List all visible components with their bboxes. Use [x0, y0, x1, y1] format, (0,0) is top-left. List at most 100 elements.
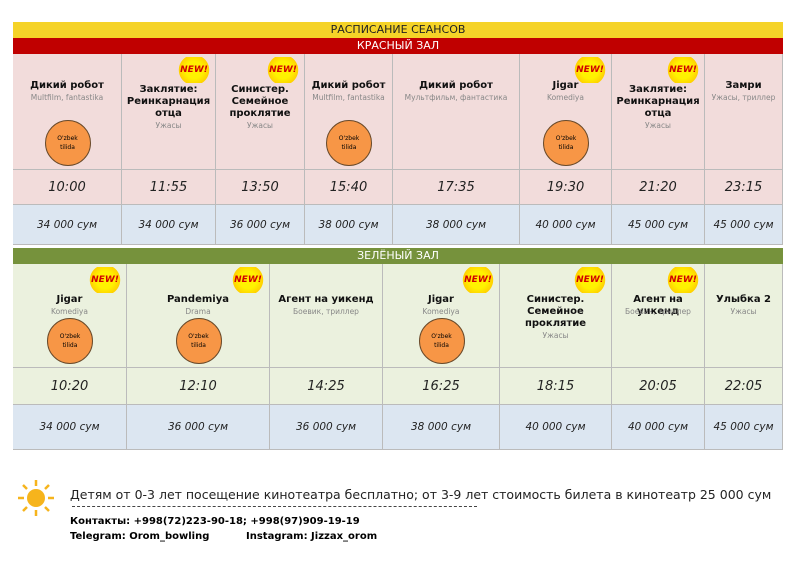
movie-title: Jigar [56, 294, 83, 305]
movie-genre: Komediya [547, 93, 584, 102]
movie-title: Дикий робот [311, 80, 386, 91]
movie-cell: Дикий робот Multfilm, fantastika O'zbek ti… [305, 54, 393, 170]
movie-genre: Боевик, триллер [293, 307, 359, 316]
movie-cell: Синистер. Семейное проклятие Ужасы NEW! [216, 54, 305, 170]
instagram: Instagram: Jizzax_orom [246, 531, 378, 542]
movie-title: Дикий робот [419, 80, 493, 91]
ticket-price: 40 000 сум [520, 205, 612, 245]
ticket-price: 36 000 сум [216, 205, 305, 245]
language-badge: O'zbek tilida [326, 120, 372, 166]
ticket-price: 45 000 сум [705, 205, 783, 245]
session-time: 12:10 [127, 368, 270, 405]
movie-title: Замри [725, 80, 762, 91]
movie-title: Jigar [552, 80, 579, 91]
movie-cell: Pandemiya Drama NEW! O'zbek tilida [127, 264, 270, 368]
ticket-price: 40 000 сум [612, 405, 705, 450]
movie-title: Синистер. Семейное проклятие [524, 294, 587, 329]
session-time: 10:00 [13, 170, 122, 205]
ticket-price: 38 000 сум [383, 405, 500, 450]
session-time: 23:15 [705, 170, 783, 205]
divider [72, 506, 477, 507]
session-time: 19:30 [520, 170, 612, 205]
new-badge: NEW! [177, 57, 211, 83]
session-time: 11:55 [122, 170, 216, 205]
ticket-price: 34 000 сум [13, 405, 127, 450]
language-badge: O'zbek tilida [44, 120, 91, 166]
language-badge: O'zbek tilida [175, 318, 222, 364]
new-badge: NEW! [573, 57, 607, 83]
ticket-price: 34 000 сум [122, 205, 216, 245]
ticket-price: 38 000 сум [393, 205, 520, 245]
hall-header: ЗЕЛЁНЫЙ ЗАЛ [13, 248, 783, 264]
movie-genre: Боевик, триллер [625, 307, 691, 316]
movie-genre: Ужасы [247, 121, 273, 130]
new-badge: NEW! [573, 267, 607, 293]
session-time: 22:05 [705, 368, 783, 405]
hall-header: КРАСНЫЙ ЗАЛ [13, 38, 783, 54]
language-badge: O'zbek tilida [47, 318, 93, 364]
ticket-price: 45 000 сум [612, 205, 705, 245]
movie-genre: Ужасы [645, 121, 671, 130]
movie-genre: Ужасы [155, 121, 182, 130]
language-badge: O'zbek tilida [418, 318, 465, 364]
new-badge: NEW! [666, 57, 700, 83]
contacts: Контакты: +998(72)223-90-18; +998(97)909… [70, 516, 360, 527]
session-time: 18:15 [500, 368, 612, 405]
movie-cell: Агент на уикенд Боевик, триллер NEW! [612, 264, 705, 368]
movie-cell: Заклятие: Реинкарнация отца Ужасы NEW! [612, 54, 705, 170]
session-time: 13:50 [216, 170, 305, 205]
ticket-price: 36 000 сум [127, 405, 270, 450]
movie-genre: Ужасы, триллер [711, 93, 776, 102]
ticket-price: 38 000 сум [305, 205, 393, 245]
movie-title: Pandemiya [167, 294, 229, 305]
new-badge: NEW! [88, 267, 122, 293]
session-time: 10:20 [13, 368, 127, 405]
movie-cell: Замри Ужасы, триллер [705, 54, 783, 170]
session-time: 21:20 [612, 170, 705, 205]
movie-title: Синистер. Семейное проклятие [229, 84, 291, 119]
new-badge: NEW! [666, 267, 700, 293]
movie-genre: Ужасы [730, 307, 757, 316]
movie-title: Дикий робот [30, 80, 104, 91]
ticket-price: 34 000 сум [13, 205, 122, 245]
new-badge: NEW! [266, 57, 300, 83]
movie-genre: Drama [185, 307, 211, 316]
movie-genre: Multfilm, fantastika [312, 93, 385, 102]
ticket-price: 36 000 сум [270, 405, 383, 450]
movie-cell: Jigar Komediya NEW! O'zbek tilida [13, 264, 127, 368]
schedule-title: РАСПИСАНИЕ СЕАНСОВ [13, 22, 783, 38]
movie-genre: Komediya [51, 307, 88, 316]
movie-title: Заклятие: Реинкарнация отца [126, 84, 211, 119]
movie-title: Агент на уикенд [633, 294, 683, 317]
movie-cell: Заклятие: Реинкарнация отца Ужасы NEW! [122, 54, 216, 170]
movie-genre: Мультфильм, фантастика [404, 93, 508, 102]
footer-note: Детям от 0-3 лет посещение кинотеатра бе… [70, 487, 772, 502]
movie-cell: Дикий робот Multfilm, fantastika O'zbek ti… [13, 54, 122, 170]
telegram: Telegram: Orom_bowling [70, 531, 210, 542]
new-badge: NEW! [461, 267, 495, 293]
movie-title: Улыбка 2 [715, 294, 772, 305]
sun-icon [18, 480, 54, 516]
movie-cell: Синистер. Семейное проклятие Ужасы NEW! [500, 264, 612, 368]
language-badge: O'zbek tilida [543, 120, 589, 166]
session-time: 14:25 [270, 368, 383, 405]
movie-cell: Дикий робот Мультфильм, фантастика [393, 54, 520, 170]
movie-genre: Ужасы [542, 331, 569, 340]
movie-cell: Jigar Komediya NEW! O'zbek tilida [383, 264, 500, 368]
movie-title: Заклятие: Реинкарнация отца [616, 84, 700, 119]
movie-title: Агент на уикенд [278, 294, 374, 305]
movie-genre: Multfilm, fantastika [30, 93, 104, 102]
session-time: 15:40 [305, 170, 393, 205]
movie-title: Jigar [428, 294, 454, 305]
session-time: 17:35 [393, 170, 520, 205]
new-badge: NEW! [231, 267, 265, 293]
movie-genre: Komediya [422, 307, 460, 316]
movie-cell: Jigar Komediya NEW! O'zbek tilida [520, 54, 612, 170]
session-time: 16:25 [383, 368, 500, 405]
ticket-price: 40 000 сум [500, 405, 612, 450]
ticket-price: 45 000 сум [705, 405, 783, 450]
movie-cell: Улыбка 2 Ужасы [705, 264, 783, 368]
movie-cell: Агент на уикенд Боевик, триллер [270, 264, 383, 368]
session-time: 20:05 [612, 368, 705, 405]
